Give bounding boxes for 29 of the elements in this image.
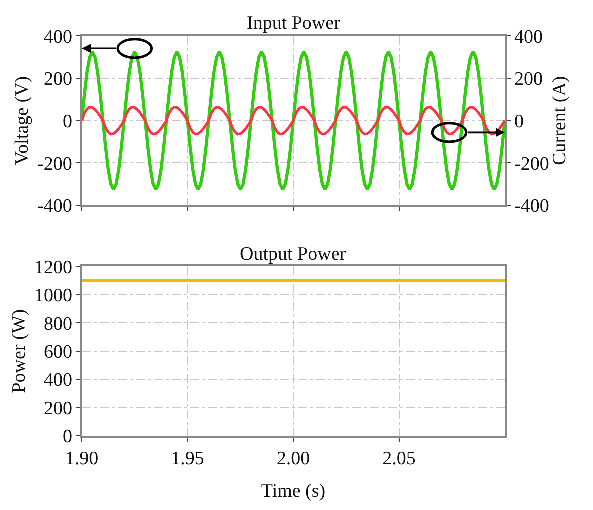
- chart-title: Input Power: [247, 13, 342, 34]
- y-tick-label: -200: [38, 154, 72, 175]
- y2-tick-label: -400: [514, 196, 550, 218]
- x-tick-label: 2.00: [276, 448, 310, 470]
- y-axis-title: Voltage (V): [12, 76, 33, 166]
- y-tick-label: -400: [38, 196, 72, 218]
- x-tick-label: 2.05: [382, 448, 416, 470]
- line-series: [82, 106, 505, 136]
- chart-title: Output Power: [240, 244, 347, 265]
- y2-axis-title: Current (A): [550, 76, 571, 166]
- y2-tick-label: 0: [514, 111, 524, 132]
- y-tick-label: 200: [44, 398, 72, 420]
- y-axis-title: Power (W): [8, 309, 30, 394]
- line-series: [82, 50, 505, 192]
- y2-tick-label: -200: [514, 154, 550, 175]
- y-tick-label: 600: [44, 342, 72, 363]
- y-tick-label: 1200: [34, 257, 72, 278]
- x-tick-label: 1.95: [171, 448, 204, 470]
- y2-tick-label: 200: [514, 69, 544, 90]
- y-tick-label: 800: [44, 314, 72, 335]
- y-tick-label: 1000: [34, 286, 72, 307]
- y-tick-label: 200: [44, 69, 72, 90]
- y-tick-label: 400: [44, 26, 72, 48]
- y-tick-label: 0: [62, 426, 72, 448]
- y-tick-label: 400: [44, 370, 72, 392]
- y2-tick-label: 400: [514, 26, 544, 48]
- x-tick-label: 1.90: [65, 448, 99, 470]
- y-tick-label: 0: [62, 111, 72, 132]
- x-axis-title: Time (s): [261, 480, 326, 502]
